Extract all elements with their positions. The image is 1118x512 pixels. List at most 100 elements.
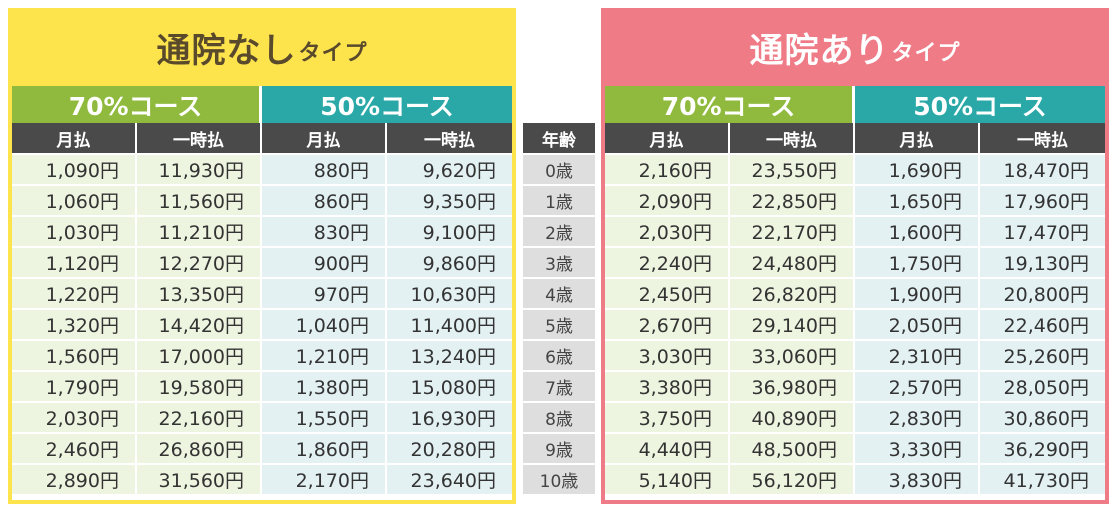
lump-sum-price-cell: 11,930円 (137, 155, 262, 184)
payment-header-row: 月払 一時払 月払 一時払 (605, 123, 1105, 153)
lump-sum-price-cell: 13,350円 (137, 279, 262, 308)
lump-sum-price-cell: 29,140円 (730, 310, 855, 339)
lump-sum-price-cell: 28,050円 (980, 372, 1105, 401)
course-50-header: 50%コース (855, 86, 1105, 123)
lump-sum-price-cell: 26,820円 (730, 279, 855, 308)
lump-sum-price-cell: 9,860円 (387, 248, 512, 277)
lump-sum-price-cell: 10,630円 (387, 279, 512, 308)
age-spacer (517, 86, 601, 123)
course-header-row: 70%コース 50%コース (605, 86, 1105, 123)
monthly-header: 月払 (262, 123, 387, 153)
course-70-header: 70%コース (605, 86, 855, 123)
monthly-price-cell: 2,170円 (262, 465, 387, 494)
monthly-price-cell: 1,750円 (855, 248, 980, 277)
lump-sum-price-cell: 26,860円 (137, 434, 262, 463)
with-outpatient-panel: 通院あり タイプ 70%コース 50%コース 月払 一時払 月払 一時払 2,16… (601, 8, 1109, 504)
monthly-header: 月払 (605, 123, 730, 153)
age-cell: 2歳 (523, 215, 595, 246)
monthly-price-cell: 1,120円 (12, 248, 137, 277)
lump-sum-price-cell: 9,620円 (387, 155, 512, 184)
table-row: 2,030円 22,160円 1,550円 16,930円 (12, 401, 512, 432)
lump-sum-price-cell: 22,850円 (730, 186, 855, 215)
course-50-header: 50%コース (262, 86, 512, 123)
lump-sum-header: 一時払 (137, 123, 262, 153)
table-row: 1,090円 11,930円 880円 9,620円 (12, 153, 512, 184)
monthly-header: 月払 (12, 123, 137, 153)
table-row: 3,380円 36,980円 2,570円 28,050円 (605, 370, 1105, 401)
age-cell: 10歳 (523, 463, 595, 494)
table-row: 2,450円 26,820円 1,900円 20,800円 (605, 277, 1105, 308)
table-row: 5,140円 56,120円 3,830円 41,730円 (605, 463, 1105, 494)
table-row: 2,090円 22,850円 1,650円 17,960円 (605, 184, 1105, 215)
age-cell: 1歳 (523, 184, 595, 215)
monthly-price-cell: 2,830円 (855, 403, 980, 432)
course-70-header: 70%コース (12, 86, 262, 123)
lump-sum-price-cell: 9,350円 (387, 186, 512, 215)
table-row: 1,790円 19,580円 1,380円 15,080円 (12, 370, 512, 401)
monthly-price-cell: 2,050円 (855, 310, 980, 339)
monthly-price-cell: 900円 (262, 248, 387, 277)
table-row: 3,750円 40,890円 2,830円 30,860円 (605, 401, 1105, 432)
monthly-price-cell: 2,460円 (12, 434, 137, 463)
lump-sum-price-cell: 9,100円 (387, 217, 512, 246)
table-row: 1,060円 11,560円 860円 9,350円 (12, 184, 512, 215)
lump-sum-price-cell: 31,560円 (137, 465, 262, 494)
monthly-price-cell: 2,030円 (12, 403, 137, 432)
lump-sum-price-cell: 36,290円 (980, 434, 1105, 463)
age-cell: 0歳 (523, 153, 595, 184)
monthly-price-cell: 3,030円 (605, 341, 730, 370)
no-outpatient-panel: 通院なし タイプ 70%コース 50%コース 月払 一時払 月払 一時払 1,09… (8, 8, 516, 504)
lump-sum-price-cell: 17,000円 (137, 341, 262, 370)
course-header-row: 70%コース 50%コース (12, 86, 512, 123)
monthly-price-cell: 1,900円 (855, 279, 980, 308)
table-row: 2,160円 23,550円 1,690円 18,470円 (605, 153, 1105, 184)
monthly-price-cell: 1,690円 (855, 155, 980, 184)
table-row: 1,120円 12,270円 900円 9,860円 (12, 246, 512, 277)
lump-sum-price-cell: 24,480円 (730, 248, 855, 277)
lump-sum-price-cell: 30,860円 (980, 403, 1105, 432)
monthly-price-cell: 1,550円 (262, 403, 387, 432)
lump-sum-price-cell: 16,930円 (387, 403, 512, 432)
table-row: 1,220円 13,350円 970円 10,630円 (12, 277, 512, 308)
monthly-price-cell: 1,090円 (12, 155, 137, 184)
monthly-price-cell: 4,440円 (605, 434, 730, 463)
monthly-header: 月払 (855, 123, 980, 153)
monthly-price-cell: 3,830円 (855, 465, 980, 494)
lump-sum-price-cell: 20,800円 (980, 279, 1105, 308)
monthly-price-cell: 3,330円 (855, 434, 980, 463)
lump-sum-price-cell: 15,080円 (387, 372, 512, 401)
lump-sum-price-cell: 40,890円 (730, 403, 855, 432)
age-cell: 5歳 (523, 308, 595, 339)
payment-header-row: 月払 一時払 月払 一時払 (12, 123, 512, 153)
monthly-price-cell: 1,040円 (262, 310, 387, 339)
panel-title: 通院あり タイプ (601, 8, 1109, 86)
monthly-price-cell: 2,090円 (605, 186, 730, 215)
monthly-price-cell: 3,380円 (605, 372, 730, 401)
monthly-price-cell: 880円 (262, 155, 387, 184)
monthly-price-cell: 2,570円 (855, 372, 980, 401)
monthly-price-cell: 1,790円 (12, 372, 137, 401)
table-row: 1,320円 14,420円 1,040円 11,400円 (12, 308, 512, 339)
lump-sum-price-cell: 33,060円 (730, 341, 855, 370)
lump-sum-price-cell: 22,170円 (730, 217, 855, 246)
lump-sum-price-cell: 41,730円 (980, 465, 1105, 494)
table-row: 2,890円 31,560円 2,170円 23,640円 (12, 463, 512, 494)
table-body: 1,090円 11,930円 880円 9,620円 1,060円 11,560円 860円… (12, 153, 512, 494)
table-row: 3,030円 33,060円 2,310円 25,260円 (605, 339, 1105, 370)
price-table: 70%コース 50%コース 月払 一時払 月払 一時払 1,090円 11,930… (12, 86, 512, 500)
monthly-price-cell: 2,670円 (605, 310, 730, 339)
monthly-price-cell: 1,650円 (855, 186, 980, 215)
table-row: 2,670円 29,140円 2,050円 22,460円 (605, 308, 1105, 339)
age-cell: 3歳 (523, 246, 595, 277)
lump-sum-price-cell: 12,270円 (137, 248, 262, 277)
age-column: 年齢 0歳 1歳 2歳 3歳 4歳 5歳 6歳 7歳 8歳 9歳 10歳 (517, 86, 601, 500)
lump-sum-price-cell: 22,460円 (980, 310, 1105, 339)
lump-sum-price-cell: 48,500円 (730, 434, 855, 463)
monthly-price-cell: 2,310円 (855, 341, 980, 370)
lump-sum-price-cell: 18,470円 (980, 155, 1105, 184)
monthly-price-cell: 2,450円 (605, 279, 730, 308)
lump-sum-price-cell: 11,400円 (387, 310, 512, 339)
lump-sum-price-cell: 20,280円 (387, 434, 512, 463)
lump-sum-header: 一時払 (730, 123, 855, 153)
monthly-price-cell: 1,600円 (855, 217, 980, 246)
